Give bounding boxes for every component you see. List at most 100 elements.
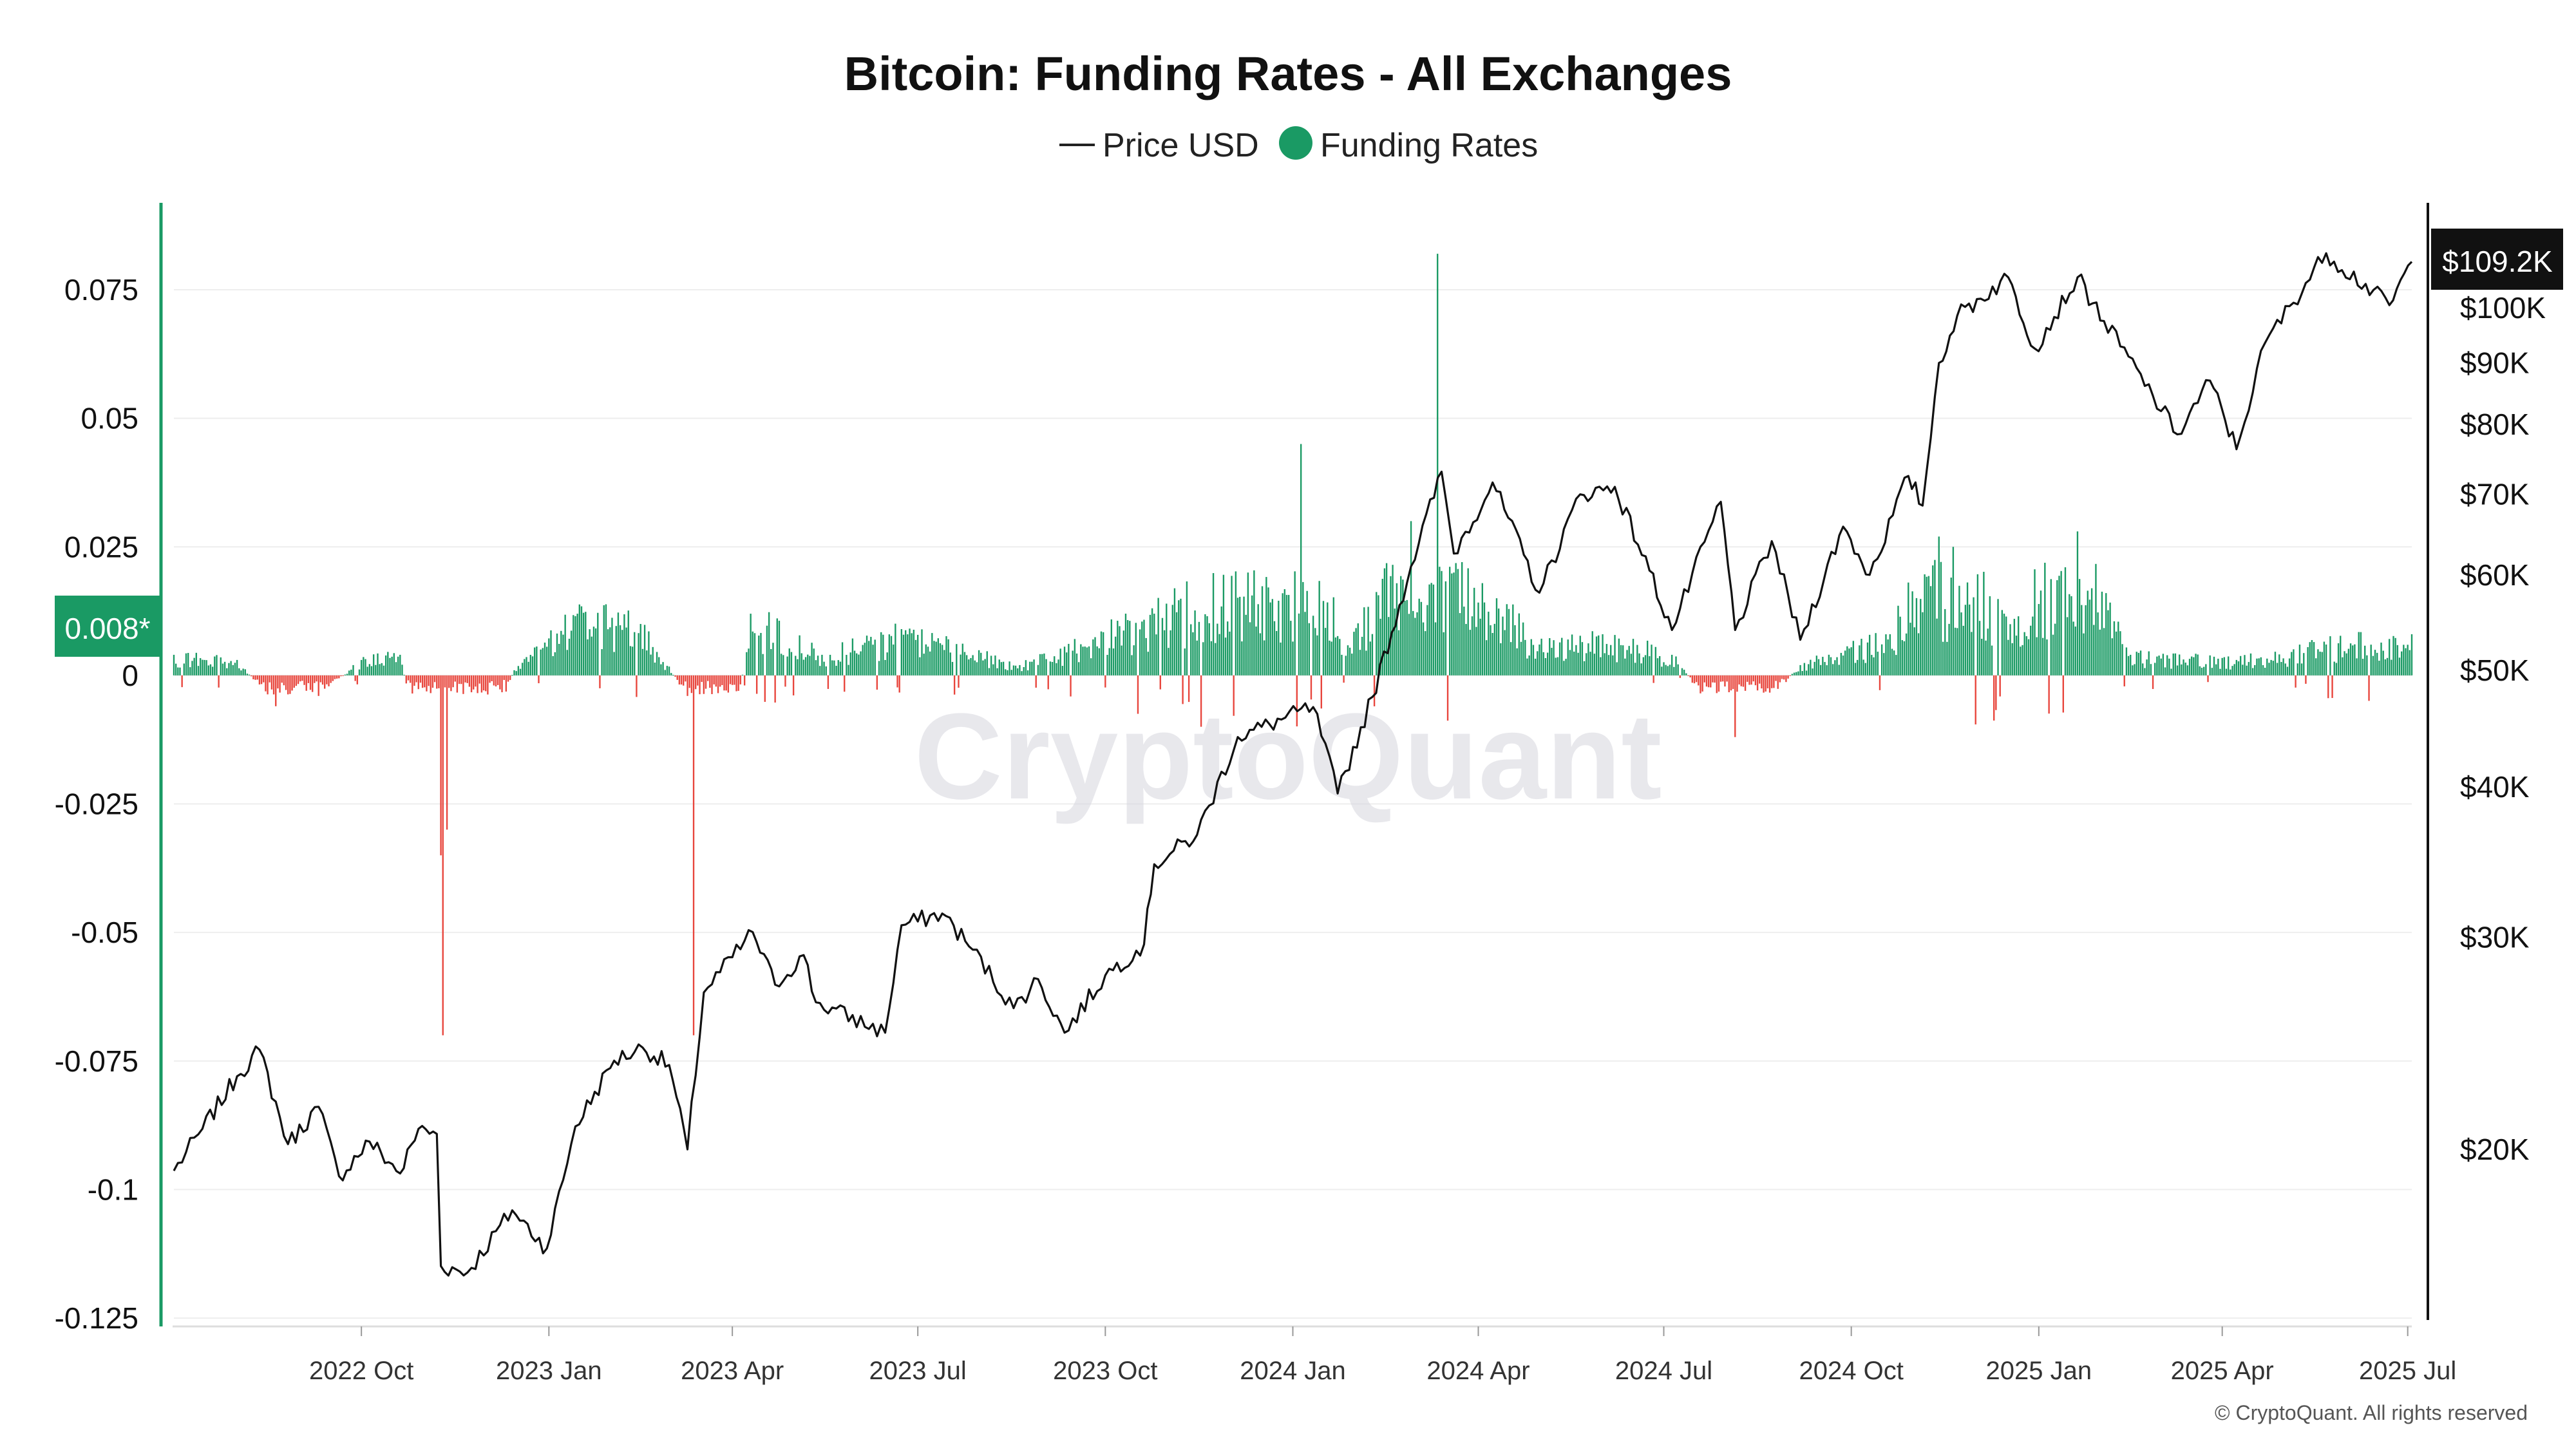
funding-rate-bar <box>721 675 723 686</box>
funding-rate-bar <box>2276 663 2278 675</box>
funding-rate-bar <box>1416 612 1418 675</box>
funding-rate-bar <box>2380 642 2382 675</box>
funding-rate-bar <box>287 675 289 695</box>
legend-price-label[interactable]: Price USD <box>1103 127 1259 164</box>
funding-rate-bar <box>2013 619 2016 675</box>
funding-rate-bar <box>2340 636 2342 675</box>
funding-rate-bar <box>1481 583 1484 675</box>
funding-rate-bar <box>1748 675 1750 685</box>
funding-rate-bar <box>2230 669 2231 675</box>
funding-rate-bar <box>2166 655 2168 675</box>
funding-rate-bar <box>1302 581 1304 675</box>
funding-rate-bar <box>609 627 611 675</box>
funding-rate-bar <box>907 634 909 675</box>
funding-rate-bar <box>372 654 375 675</box>
funding-rate-bar <box>1946 641 1948 675</box>
funding-rate-bar <box>2115 631 2117 675</box>
funding-rate-bar <box>727 675 730 693</box>
x-axis-tick-label: 2025 Jan <box>1986 1357 2092 1385</box>
left-axis-tick-label: 0.075 <box>64 273 138 306</box>
funding-rate-bar <box>1805 670 1808 675</box>
funding-rate-bar <box>2209 655 2211 675</box>
funding-rate-bar <box>786 656 788 675</box>
funding-rate-bar <box>658 657 660 675</box>
funding-rate-bar <box>1940 561 1942 675</box>
funding-rate-bar <box>717 675 719 693</box>
funding-rate-bar <box>1675 656 1677 675</box>
funding-rate-bar <box>1707 675 1710 688</box>
funding-rate-bar <box>1347 645 1349 675</box>
funding-rate-bar <box>1575 645 1577 675</box>
funding-rate-bar <box>2184 663 2186 675</box>
funding-rate-bar <box>1390 576 1392 675</box>
funding-rate-bar <box>2354 644 2356 675</box>
funding-rate-bar <box>1987 628 1989 675</box>
funding-rate-bar <box>1163 630 1166 675</box>
funding-rate-bar <box>2101 591 2103 675</box>
funding-rate-bar <box>1002 661 1005 675</box>
funding-rate-bar <box>748 648 750 675</box>
funding-rate-bar <box>2064 567 2067 675</box>
funding-rate-bar <box>2201 668 2203 675</box>
funding-rate-bar <box>833 660 835 675</box>
funding-rate-bar <box>2333 661 2335 675</box>
funding-rate-bar <box>1488 611 1490 675</box>
funding-rate-bar <box>1014 665 1017 675</box>
right-axis-tick-label: $60K <box>2460 558 2530 592</box>
funding-rate-bar <box>450 675 452 692</box>
funding-rate-bar <box>1173 588 1176 675</box>
funding-rate-bar <box>2146 659 2148 675</box>
funding-rate-bar <box>760 632 762 675</box>
legend[interactable]: Price USD Funding Rates <box>1059 126 1538 164</box>
funding-rate-bar <box>419 675 422 683</box>
funding-rate-bar <box>1041 654 1043 675</box>
funding-rate-bar <box>1367 607 1369 675</box>
funding-rate-bar <box>1812 668 1814 675</box>
funding-rate-bar <box>956 644 958 675</box>
funding-rate-bar <box>1208 623 1210 675</box>
funding-rate-bar <box>1976 574 1979 675</box>
funding-rate-bar <box>207 665 209 675</box>
funding-rate-bar <box>1640 663 1642 675</box>
legend-funding-label[interactable]: Funding Rates <box>1320 127 1538 164</box>
funding-rate-bar <box>1719 675 1722 682</box>
funding-rate-bar <box>868 641 870 675</box>
funding-rate-bar <box>2280 662 2282 675</box>
funding-rate-bar <box>399 654 401 675</box>
funding-rate-bar <box>377 653 379 675</box>
funding-rate-bar <box>277 675 279 689</box>
funding-rate-bar <box>638 633 639 675</box>
funding-rate-bar <box>2347 648 2350 675</box>
funding-rate-bar <box>2372 655 2374 675</box>
funding-rate-bar <box>2105 593 2107 675</box>
funding-rate-bar <box>2156 656 2158 675</box>
funding-rate-bar <box>963 652 966 675</box>
funding-rate-bar <box>1379 618 1381 675</box>
funding-rate-bar <box>1537 651 1539 675</box>
funding-rate-bar <box>368 664 371 675</box>
funding-rate-bar <box>1017 668 1019 675</box>
funding-rate-bar <box>1734 675 1736 737</box>
funding-rate-bar <box>1166 603 1168 675</box>
funding-rate-bar <box>393 653 395 675</box>
funding-rate-bar <box>1025 660 1027 675</box>
funding-rate-bar <box>1294 571 1296 675</box>
funding-rate-bar <box>646 650 648 675</box>
right-axis-tick-label: $30K <box>2460 921 2530 954</box>
funding-rate-bar <box>1392 565 1394 675</box>
funding-rate-bar <box>1610 645 1612 675</box>
funding-rate-bar <box>2164 667 2166 675</box>
funding-rate-bar <box>269 675 270 683</box>
funding-rate-bar <box>1210 641 1213 675</box>
funding-rate-bar <box>1551 648 1553 675</box>
funding-rate-bar <box>925 644 927 675</box>
funding-rate-bar <box>1626 650 1628 675</box>
funding-rate-bar <box>1593 654 1596 675</box>
funding-rate-bar <box>1396 583 1398 675</box>
funding-rate-bar <box>2003 614 2005 675</box>
funding-rate-bar <box>1217 623 1218 675</box>
funding-rate-bar <box>267 675 269 695</box>
funding-rate-bar <box>580 606 583 675</box>
funding-rate-bar <box>2215 664 2217 675</box>
funding-rate-bar <box>1563 661 1565 675</box>
